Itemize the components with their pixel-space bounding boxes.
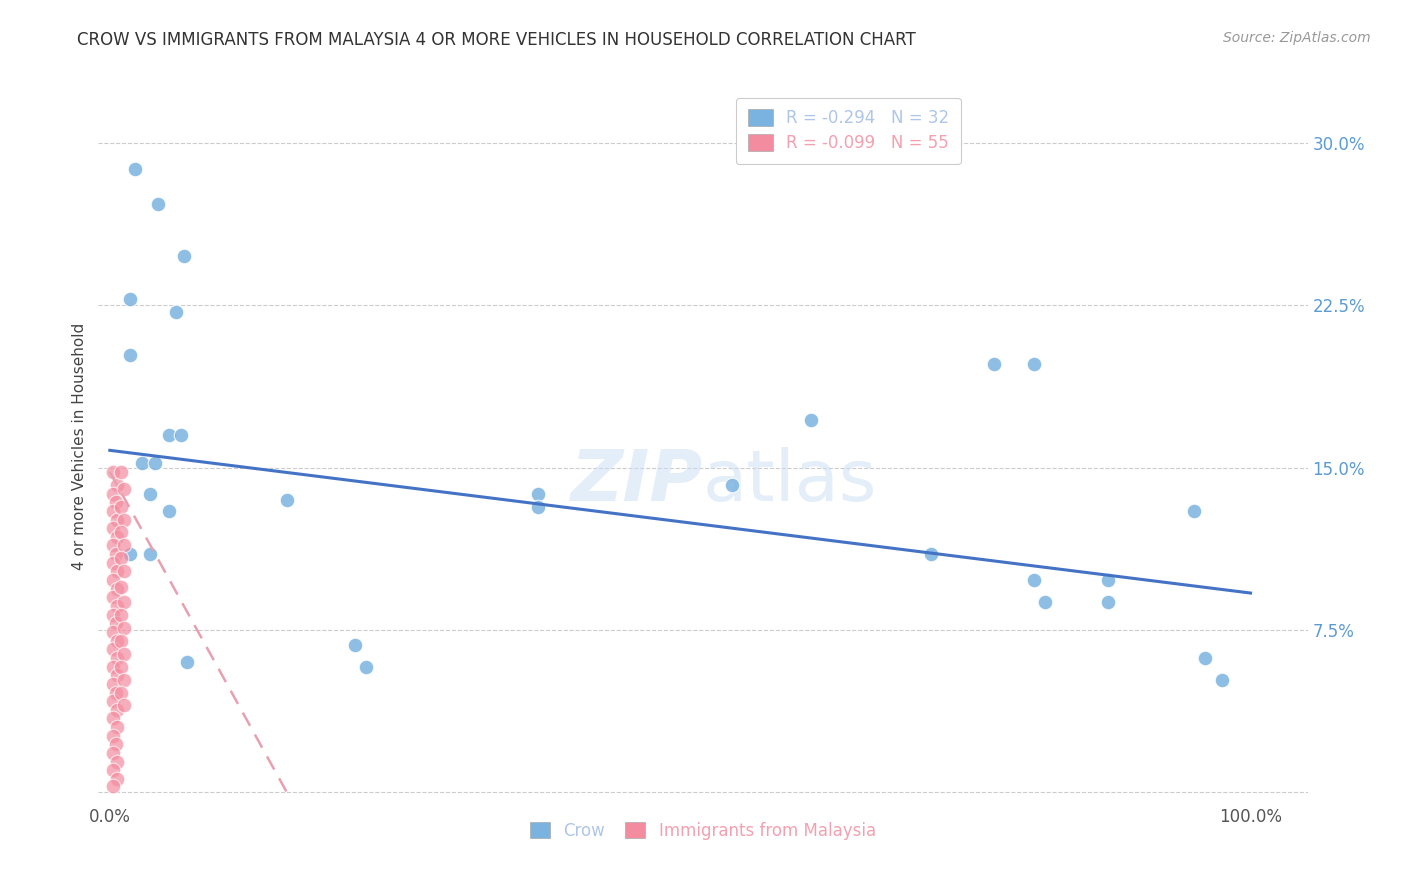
Legend: Crow, Immigrants from Malaysia: Crow, Immigrants from Malaysia [522, 814, 884, 848]
Point [120, 547, 142, 561]
Point [104, 616, 127, 631]
Point [105, 668, 128, 682]
Point [110, 607, 132, 622]
Point [103, 624, 125, 639]
Point [1194, 651, 1216, 665]
Point [103, 607, 125, 622]
Point [920, 547, 942, 561]
Point [103, 764, 125, 778]
Point [139, 547, 162, 561]
Point [112, 565, 135, 579]
Point [146, 196, 169, 211]
Point [1022, 573, 1045, 587]
Point [157, 504, 180, 518]
Point [110, 525, 132, 540]
Point [112, 512, 135, 526]
Point [112, 621, 135, 635]
Point [110, 633, 132, 648]
Point [120, 292, 142, 306]
Point [103, 729, 125, 743]
Point [105, 720, 128, 734]
Point [103, 539, 125, 553]
Text: ZIP: ZIP [571, 447, 703, 516]
Point [105, 512, 128, 526]
Point [104, 547, 127, 561]
Point [103, 504, 125, 518]
Point [720, 478, 742, 492]
Point [103, 746, 125, 760]
Point [112, 539, 135, 553]
Point [1022, 357, 1045, 371]
Point [105, 633, 128, 648]
Point [105, 755, 128, 769]
Point [344, 638, 367, 652]
Point [103, 642, 125, 657]
Point [103, 521, 125, 535]
Point [103, 694, 125, 708]
Point [103, 465, 125, 479]
Point [526, 500, 548, 514]
Point [1211, 673, 1233, 687]
Point [1182, 504, 1205, 518]
Point [105, 651, 128, 665]
Point [110, 659, 132, 673]
Point [103, 711, 125, 725]
Point [105, 530, 128, 544]
Text: atlas: atlas [703, 447, 877, 516]
Point [356, 659, 378, 673]
Point [103, 573, 125, 587]
Point [110, 685, 132, 699]
Point [983, 357, 1005, 371]
Point [112, 698, 135, 713]
Point [110, 580, 132, 594]
Point [1033, 595, 1056, 609]
Point [276, 493, 298, 508]
Point [112, 673, 135, 687]
Point [103, 556, 125, 570]
Point [526, 486, 548, 500]
Y-axis label: 4 or more Vehicles in Household: 4 or more Vehicles in Household [72, 322, 87, 570]
Point [105, 478, 128, 492]
Point [165, 305, 187, 319]
Point [103, 677, 125, 691]
Point [103, 591, 125, 605]
Point [112, 647, 135, 661]
Point [176, 655, 198, 669]
Point [1097, 595, 1119, 609]
Point [105, 703, 128, 717]
Point [105, 565, 128, 579]
Point [104, 685, 127, 699]
Point [104, 495, 127, 509]
Point [173, 249, 195, 263]
Point [110, 465, 132, 479]
Point [145, 456, 167, 470]
Text: CROW VS IMMIGRANTS FROM MALAYSIA 4 OR MORE VEHICLES IN HOUSEHOLD CORRELATION CHA: CROW VS IMMIGRANTS FROM MALAYSIA 4 OR MO… [77, 31, 917, 49]
Point [110, 551, 132, 566]
Point [120, 348, 142, 362]
Point [104, 738, 127, 752]
Point [1097, 573, 1119, 587]
Point [110, 500, 132, 514]
Point [103, 486, 125, 500]
Point [169, 428, 191, 442]
Point [103, 779, 125, 793]
Point [105, 582, 128, 596]
Point [131, 456, 153, 470]
Point [800, 413, 823, 427]
Point [105, 772, 128, 786]
Point [112, 595, 135, 609]
Text: Source: ZipAtlas.com: Source: ZipAtlas.com [1223, 31, 1371, 45]
Point [124, 162, 146, 177]
Point [157, 428, 180, 442]
Point [112, 482, 135, 496]
Point [103, 659, 125, 673]
Point [105, 599, 128, 613]
Point [139, 486, 162, 500]
